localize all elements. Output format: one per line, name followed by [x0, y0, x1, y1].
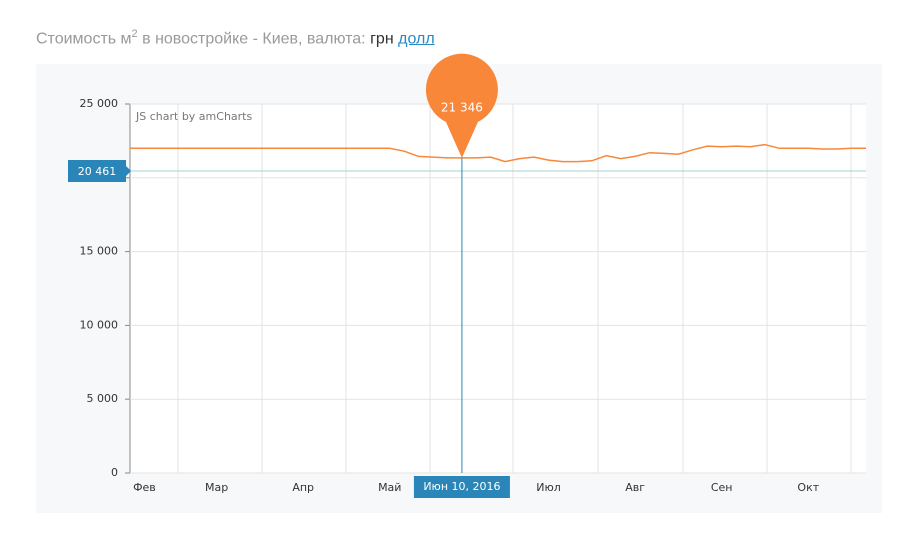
category-grid: [177, 104, 852, 473]
y-tick-label: 15 000: [80, 245, 119, 258]
plot-area: [130, 104, 866, 473]
y-tick-label: 0: [111, 466, 118, 479]
x-tick-label: Окт: [797, 481, 819, 494]
x-tick-label: Май: [378, 481, 401, 494]
balloon-label: 21 346: [441, 100, 483, 114]
y-tick-label: 10 000: [80, 318, 119, 331]
x-tick-label: Апр: [292, 481, 314, 494]
guide-label: 20 461: [78, 165, 117, 178]
currency-link[interactable]: долл: [398, 30, 435, 48]
x-tick-label: Июл: [536, 481, 561, 494]
title: Стоимость м: [36, 30, 132, 48]
title-sup: 2: [131, 28, 138, 40]
x-tick-label: Фев: [133, 481, 156, 494]
header: Стоимость м2 в новостройке - Киев, валют…: [36, 28, 435, 48]
credit: JS chart by amCharts: [135, 110, 252, 123]
y-tick-label: 5 000: [87, 392, 119, 405]
cursor-box: [413, 476, 510, 498]
y-tick-label: 25 000: [80, 97, 119, 110]
x-tick-label: Авг: [625, 481, 645, 494]
balloon: [425, 53, 498, 158]
guide-box: [68, 159, 126, 182]
x-tick-label: Сен: [711, 481, 733, 494]
title-rest: в новостройке - Киев, валюта:: [142, 30, 366, 48]
cursor-category-label: Июн 10, 2016: [423, 480, 500, 493]
currency-option[interactable]: грн: [370, 30, 394, 48]
data-line: [130, 143, 866, 163]
x-tick-label: Мар: [205, 481, 228, 494]
guide-pointer: [126, 165, 131, 176]
